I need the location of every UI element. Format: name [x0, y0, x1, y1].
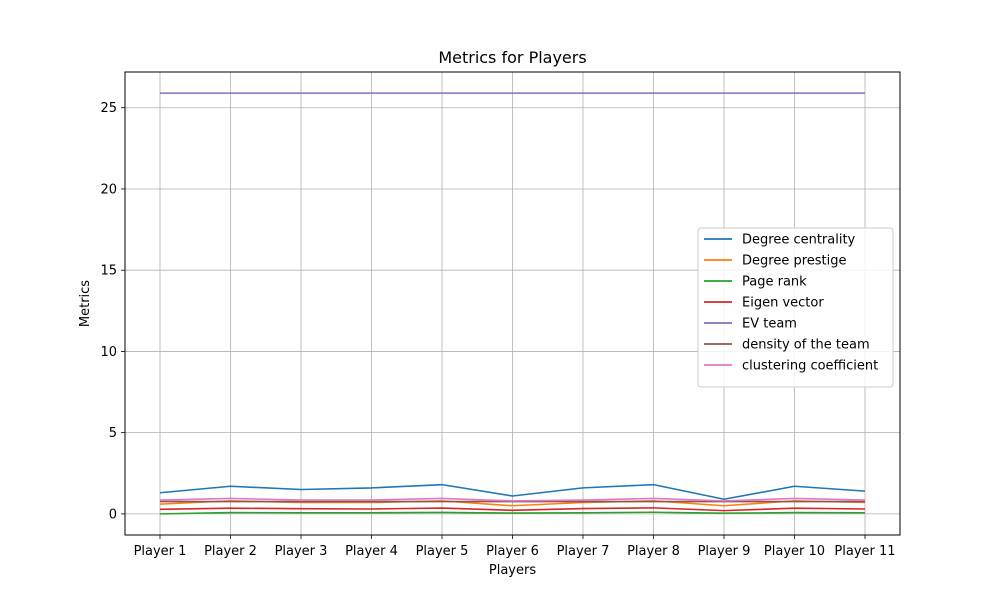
x-tick-label: Player 5 [416, 544, 469, 559]
x-tick-label: Player 3 [275, 544, 328, 559]
x-tick-label: Player 4 [345, 544, 398, 559]
legend-entry: density of the team [742, 338, 870, 353]
legend-entry: Eigen vector [742, 296, 824, 311]
series-lines [159, 92, 866, 515]
axis-ticks: Player 1 Player 2 Player 3 Player 4 Player 5… [100, 101, 895, 559]
series-line-clustering-coefficient [159, 497, 866, 502]
y-axis-label: Metrics [78, 280, 93, 327]
x-tick-label: Player 11 [834, 544, 895, 559]
legend-box [697, 227, 894, 388]
y-tick-label: 20 [100, 182, 117, 197]
x-tick-label: Player 9 [698, 544, 751, 559]
series-line-degree-centrality [159, 483, 866, 501]
y-tick-label: 25 [100, 101, 117, 116]
y-tick-label: 15 [100, 264, 117, 279]
x-tick-label: Player 6 [486, 544, 539, 559]
legend-entry: Page rank [742, 275, 807, 290]
x-tick-label: Player 2 [204, 544, 257, 559]
y-tick-label: 5 [109, 426, 117, 441]
x-tick-label: Player 10 [764, 544, 825, 559]
chart-title: Metrics for Players [438, 48, 586, 67]
legend-entry: EV team [742, 317, 797, 332]
legend: Degree centrality Degree prestige Page ran… [697, 227, 894, 388]
x-tick-label: Player 7 [557, 544, 610, 559]
legend-entry: clustering coefficient [742, 359, 878, 374]
x-axis-label: Players [489, 563, 536, 578]
y-tick-label: 0 [109, 507, 117, 522]
legend-entry: Degree centrality [742, 233, 856, 248]
legend-entry: Degree prestige [742, 254, 847, 269]
y-tick-label: 10 [100, 345, 117, 360]
x-tick-label: Player 1 [134, 544, 187, 559]
series-line-eigen-vector [159, 507, 866, 512]
x-tick-label: Player 8 [627, 544, 680, 559]
series-line-page-rank [159, 511, 866, 515]
